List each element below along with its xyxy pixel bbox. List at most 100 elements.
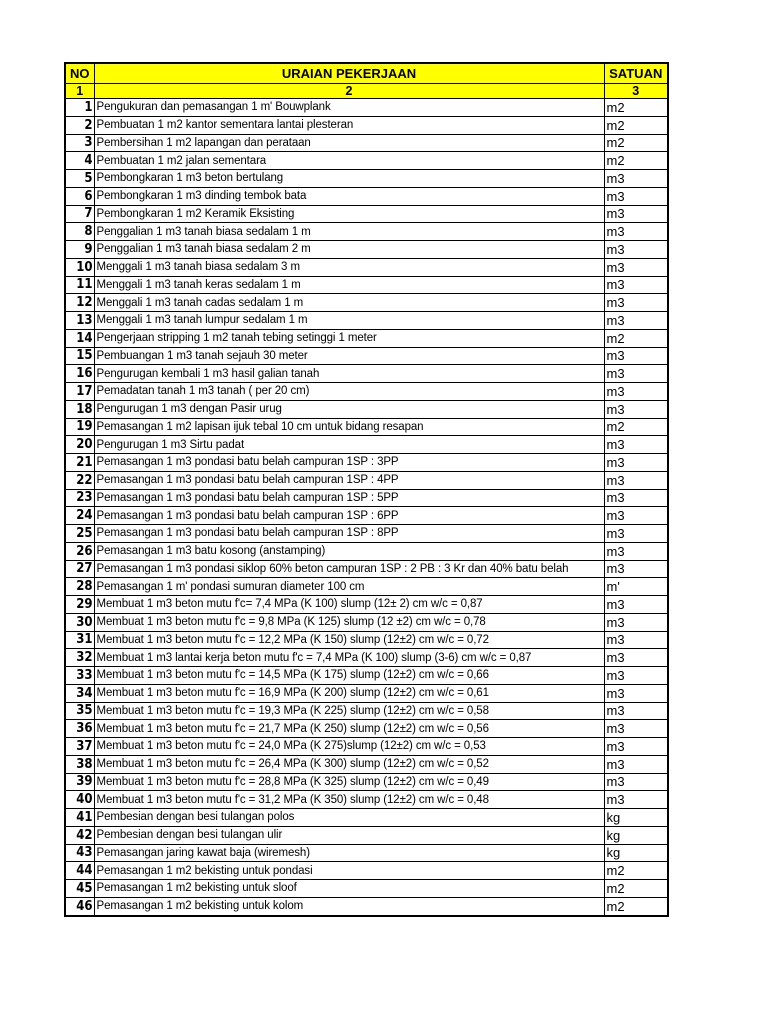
satuan-cell: m3 — [603, 470, 669, 490]
satuan-cell: m2 — [603, 98, 669, 117]
uraian-cell: Pemasangan 1 m' pondasi sumuran diameter… — [93, 577, 605, 596]
table-row: 20 Pengurugan 1 m3 Sirtu padat m3 — [64, 435, 669, 454]
satuan-cell: m3 — [603, 204, 669, 224]
row-number-cell: 38 — [64, 754, 95, 774]
satuan-cell: m2 — [603, 896, 669, 917]
table-row: 14 Pengerjaan stripping 1 m2 tanah tebin… — [64, 328, 669, 348]
table-row: 30 Membuat 1 m3 beton mutu f'c = 9,8 MPa… — [64, 612, 669, 632]
satuan-cell: m3 — [603, 719, 669, 738]
row-number-cell: 5 — [64, 169, 95, 188]
uraian-cell: Membuat 1 m3 beton mutu f'c = 9,8 MPa (K… — [93, 612, 605, 632]
satuan-cell: m3 — [603, 648, 669, 667]
table-row: 3 Pembersihan 1 m2 lapangan dan perataan… — [64, 133, 669, 153]
satuan-cell: m3 — [603, 772, 669, 792]
satuan-cell: m3 — [603, 382, 669, 401]
uraian-cell: Membuat 1 m3 beton mutu f'c= 7,4 MPa (K … — [93, 595, 605, 614]
table-row: 32 Membuat 1 m3 lantai kerja beton mutu … — [64, 648, 669, 667]
table-row: 12 Menggali 1 m3 tanah cadas sedalam 1 m… — [64, 293, 669, 312]
uraian-cell: Menggali 1 m3 tanah cadas sedalam 1 m — [93, 293, 605, 312]
satuan-cell: m3 — [603, 435, 669, 454]
uraian-cell: Pengurugan 1 m3 Sirtu padat — [93, 435, 605, 454]
uraian-cell: Pemasangan 1 m2 lapisan ijuk tebal 10 cm… — [93, 417, 605, 437]
satuan-cell: m2 — [603, 879, 669, 898]
row-number-cell: 39 — [64, 772, 95, 792]
satuan-cell: m3 — [603, 541, 669, 561]
col-header-no: NO — [64, 62, 95, 84]
uraian-cell: Pemasangan 1 m2 bekisting untuk kolom — [93, 896, 605, 917]
row-number-cell: 16 — [64, 364, 95, 383]
satuan-cell: m3 — [603, 364, 669, 383]
table-row: 34 Membuat 1 m3 beton mutu f'c = 16,9 MP… — [64, 683, 669, 703]
uraian-cell: Pemasangan 1 m2 bekisting untuk pondasi — [93, 861, 605, 880]
uraian-cell: Pemasangan 1 m3 pondasi batu belah campu… — [93, 488, 605, 508]
table-row: 26 Pemasangan 1 m3 batu kosong (anstampi… — [64, 541, 669, 561]
table-row: 31 Membuat 1 m3 beton mutu f'c = 12,2 MP… — [64, 630, 669, 650]
table-row: 41 Pembesian dengan besi tulangan polos … — [64, 808, 669, 827]
row-number-cell: 21 — [64, 453, 95, 472]
row-number-cell: 7 — [64, 204, 95, 224]
uraian-cell: Pemasangan 1 m2 bekisting untuk sloof — [93, 879, 605, 898]
row-number-cell: 25 — [64, 524, 95, 543]
satuan-cell: m3 — [603, 737, 669, 756]
table-row: 40 Membuat 1 m3 beton mutu f'c = 31,2 MP… — [64, 790, 669, 809]
satuan-cell: m3 — [603, 488, 669, 508]
row-number-cell: 24 — [64, 506, 95, 525]
table-row: 2 Pembuatan 1 m2 kantor sementara lantai… — [64, 115, 669, 135]
satuan-cell: m3 — [603, 754, 669, 774]
satuan-cell: m3 — [603, 790, 669, 809]
uraian-cell: Membuat 1 m3 beton mutu f'c = 14,5 MPa (… — [93, 666, 605, 685]
row-number-cell: 46 — [64, 896, 95, 917]
uraian-cell: Pembesian dengan besi tulangan ulir — [93, 825, 605, 845]
worksheet-area: NO URAIAN PEKERJAAN SATUAN 1 2 3 1 Pengu… — [64, 62, 669, 917]
uraian-cell: Pemasangan 1 m3 batu kosong (anstamping) — [93, 541, 605, 561]
table-body: 1 Pengukuran dan pemasangan 1 m' Bouwpla… — [64, 98, 669, 917]
worksheet-table: NO URAIAN PEKERJAAN SATUAN 1 2 3 1 Pengu… — [64, 62, 669, 917]
row-number-cell: 9 — [64, 240, 95, 259]
uraian-cell: Membuat 1 m3 beton mutu f'c = 24,0 MPa (… — [93, 737, 605, 756]
uraian-cell: Pengerjaan stripping 1 m2 tanah tebing s… — [93, 328, 605, 348]
table-row: 37 Membuat 1 m3 beton mutu f'c = 24,0 MP… — [64, 737, 669, 756]
col-index-satuan: 3 — [603, 83, 669, 99]
satuan-cell: m3 — [603, 559, 669, 579]
table-row: 38 Membuat 1 m3 beton mutu f'c = 26,4 MP… — [64, 754, 669, 774]
row-number-cell: 12 — [64, 293, 95, 312]
row-number-cell: 35 — [64, 701, 95, 721]
table-row: 7 Pembongkaran 1 m2 Keramik Eksisting m3 — [64, 204, 669, 224]
uraian-cell: Membuat 1 m3 beton mutu f'c = 12,2 MPa (… — [93, 630, 605, 650]
column-index-row: 1 2 3 — [64, 83, 669, 99]
uraian-cell: Membuat 1 m3 beton mutu f'c = 16,9 MPa (… — [93, 683, 605, 703]
table-row: 11 Menggali 1 m3 tanah keras sedalam 1 m… — [64, 275, 669, 295]
row-number-cell: 10 — [64, 257, 95, 277]
table-row: 18 Pengurugan 1 m3 dengan Pasir urug m3 — [64, 399, 669, 419]
satuan-cell: m2 — [603, 115, 669, 135]
row-number-cell: 23 — [64, 488, 95, 508]
satuan-cell: m3 — [603, 683, 669, 703]
uraian-cell: Pemasangan 1 m3 pondasi batu belah campu… — [93, 453, 605, 472]
row-number-cell: 29 — [64, 595, 95, 614]
row-number-cell: 31 — [64, 630, 95, 650]
satuan-cell: m2 — [603, 133, 669, 153]
satuan-cell: m3 — [603, 506, 669, 525]
uraian-cell: Membuat 1 m3 beton mutu f'c = 26,4 MPa (… — [93, 754, 605, 774]
table-row: 17 Pemadatan tanah 1 m3 tanah ( per 20 c… — [64, 382, 669, 401]
table-row: 25 Pemasangan 1 m3 pondasi batu belah ca… — [64, 524, 669, 543]
row-number-cell: 22 — [64, 470, 95, 490]
row-number-cell: 3 — [64, 133, 95, 153]
row-number-cell: 26 — [64, 541, 95, 561]
table-row: 35 Membuat 1 m3 beton mutu f'c = 19,3 MP… — [64, 701, 669, 721]
satuan-cell: m2 — [603, 417, 669, 437]
row-number-cell: 44 — [64, 861, 95, 880]
satuan-cell: m3 — [603, 311, 669, 330]
satuan-cell: m3 — [603, 524, 669, 543]
table-row: 5 Pembongkaran 1 m3 beton bertulang m3 — [64, 169, 669, 188]
table-row: 44 Pemasangan 1 m2 bekisting untuk ponda… — [64, 861, 669, 880]
row-number-cell: 30 — [64, 612, 95, 632]
uraian-cell: Pembuatan 1 m2 jalan sementara — [93, 151, 605, 170]
row-number-cell: 40 — [64, 790, 95, 809]
table-row: 36 Membuat 1 m3 beton mutu f'c = 21,7 MP… — [64, 719, 669, 738]
row-number-cell: 45 — [64, 879, 95, 898]
table-row: 6 Pembongkaran 1 m3 dinding tembok bata … — [64, 186, 669, 206]
row-number-cell: 11 — [64, 275, 95, 295]
uraian-cell: Pembongkaran 1 m2 Keramik Eksisting — [93, 204, 605, 224]
satuan-cell: m2 — [603, 151, 669, 170]
